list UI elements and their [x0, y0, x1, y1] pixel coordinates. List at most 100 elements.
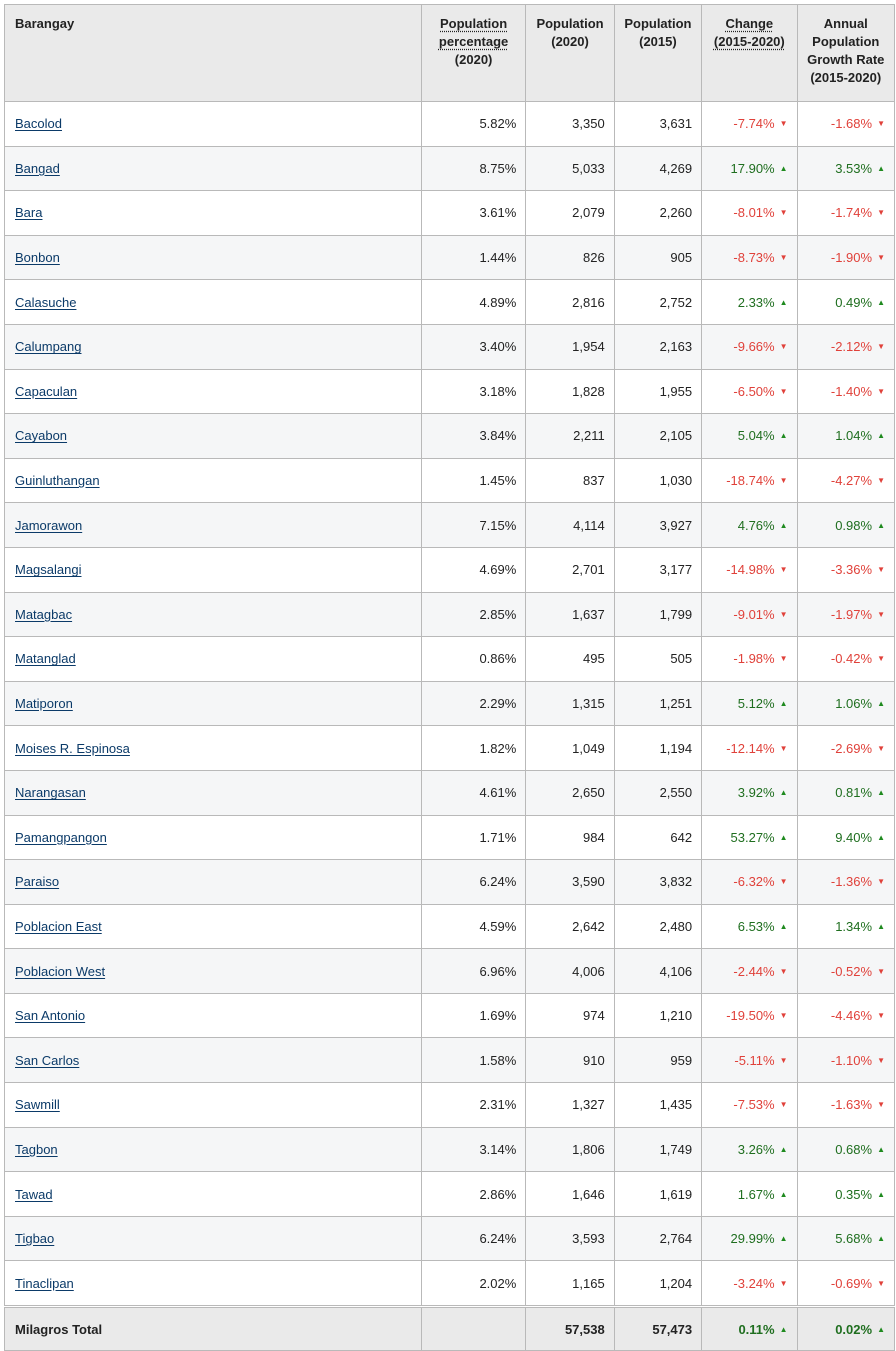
barangay-cell: Calumpang [4, 323, 422, 370]
change-cell: -8.01% ▼ [701, 190, 798, 236]
barangay-link[interactable]: Tigbao [15, 1231, 55, 1247]
growth-value: 1.06% [835, 696, 873, 712]
barangay-link[interactable]: Tagbon [15, 1141, 58, 1157]
pop2015-cell: 505 [613, 636, 703, 682]
change-value: 3.92% [737, 785, 775, 801]
barangay-link[interactable]: Guinluthangan [15, 473, 100, 489]
total-pop2020: 57,538 [525, 1305, 615, 1351]
barangay-link[interactable]: Tawad [15, 1186, 53, 1202]
growth-value: 1.34% [835, 918, 873, 934]
up-arrow-icon: ▲ [877, 431, 885, 441]
change-value: -6.50% [733, 383, 775, 399]
barangay-link[interactable]: Calumpang [15, 339, 82, 355]
growth-value: -1.68% [830, 116, 873, 132]
barangay-link[interactable]: San Antonio [15, 1008, 86, 1024]
header-change[interactable]: Change (2015-2020) [701, 4, 798, 102]
pop2015-cell: 2,105 [613, 413, 703, 459]
growth-value: 0.49% [835, 294, 873, 310]
down-arrow-icon: ▼ [877, 1011, 885, 1021]
change-value: 53.27% [730, 829, 775, 845]
barangay-link[interactable]: Matagbac [15, 606, 73, 622]
barangay-link[interactable]: Capaculan [15, 383, 78, 399]
down-arrow-icon: ▼ [779, 386, 788, 396]
up-arrow-icon: ▲ [779, 1234, 788, 1244]
change-cell: -6.50% ▼ [701, 368, 798, 415]
change-value: 1.67% [737, 1186, 775, 1202]
pct-cell: 1.71% [420, 814, 527, 861]
header-change-line-1: Change [725, 16, 774, 31]
barangay-link[interactable]: Calasuche [15, 294, 77, 310]
header-pop2020-line-1: Population [536, 16, 604, 31]
pop2015-cell: 2,550 [613, 769, 703, 816]
up-arrow-icon: ▲ [877, 788, 885, 798]
barangay-link[interactable]: Moises R. Espinosa [15, 740, 130, 756]
header-annual-growth-rate: Annual Population Growth Rate (2015-2020… [796, 4, 896, 102]
change-cell: -7.74% ▼ [701, 101, 798, 147]
pop2015-cell: 1,204 [613, 1260, 703, 1308]
population-table: Barangay Population percentage (2020) Po… [4, 4, 896, 1351]
barangay-link[interactable]: Narangasan [15, 785, 86, 801]
down-arrow-icon: ▼ [779, 119, 788, 129]
change-value: -2.44% [733, 963, 775, 979]
growth-value: -0.69% [830, 1275, 873, 1291]
barangay-link[interactable]: Poblacion East [15, 918, 102, 934]
change-cell: 1.67% ▲ [701, 1171, 798, 1217]
table-row: Poblacion East 4.59% 2,642 2,480 6.53% ▲ 1.34%… [4, 903, 896, 950]
total-pop2015: 57,473 [613, 1305, 703, 1351]
change-cell: 3.26% ▲ [701, 1126, 798, 1173]
up-arrow-icon: ▲ [779, 1324, 788, 1334]
pct-cell: 3.14% [420, 1126, 527, 1173]
pct-cell: 6.96% [420, 948, 527, 994]
barangay-link[interactable]: Matanglad [15, 651, 76, 667]
growth-cell: 3.53% ▲ [796, 145, 896, 192]
change-value: 3.26% [737, 1141, 775, 1157]
up-arrow-icon: ▲ [779, 431, 788, 441]
pct-cell: 4.61% [420, 769, 527, 816]
barangay-link[interactable]: San Carlos [15, 1052, 80, 1068]
barangay-link[interactable]: Jamorawon [15, 517, 83, 533]
header-population-percentage[interactable]: Population percentage (2020) [420, 4, 527, 102]
barangay-link[interactable]: Cayabon [15, 428, 68, 444]
barangay-link[interactable]: Bonbon [15, 250, 60, 266]
barangay-link[interactable]: Matiporon [15, 696, 73, 712]
pct-cell: 3.84% [420, 413, 527, 459]
growth-value: -2.12% [830, 339, 873, 355]
pop2020-cell: 495 [525, 636, 615, 682]
barangay-link[interactable]: Bacolod [15, 116, 62, 132]
barangay-cell: Matagbac [4, 591, 422, 638]
growth-value: 0.35% [835, 1186, 873, 1202]
up-arrow-icon: ▲ [779, 1144, 788, 1154]
barangay-link[interactable]: Bara [15, 205, 43, 221]
pop2015-cell: 1,955 [613, 368, 703, 415]
total-growth: 0.02% ▲ [796, 1305, 896, 1351]
pop2015-cell: 3,177 [613, 546, 703, 593]
barangay-link[interactable]: Tinaclipan [15, 1275, 74, 1291]
change-cell: -9.66% ▼ [701, 323, 798, 370]
pct-cell: 4.89% [420, 279, 527, 325]
pop2015-cell: 1,194 [613, 725, 703, 771]
pop2015-cell: 4,106 [613, 948, 703, 994]
pct-cell: 1.69% [420, 992, 527, 1039]
table-row: Narangasan 4.61% 2,650 2,550 3.92% ▲ 0.81% ▲ [4, 769, 896, 816]
pct-cell: 5.82% [420, 101, 527, 147]
barangay-link[interactable]: Paraiso [15, 874, 60, 890]
pop2015-cell: 959 [613, 1037, 703, 1084]
pct-cell: 3.18% [420, 368, 527, 415]
change-value: -18.74% [726, 473, 775, 489]
table-row: Guinluthangan 1.45% 837 1,030 -18.74% ▼ -4.27%… [4, 457, 896, 504]
pop2015-cell: 2,260 [613, 190, 703, 236]
barangay-link[interactable]: Bangad [15, 160, 60, 176]
header-pop2020-line-2: (2020) [551, 34, 589, 49]
up-arrow-icon: ▲ [779, 520, 788, 530]
barangay-link[interactable]: Magsalangi [15, 562, 82, 578]
table-row: Tigbao 6.24% 3,593 2,764 29.99% ▲ 5.68% ▲ [4, 1215, 896, 1262]
table-row: Tinaclipan 2.02% 1,165 1,204 -3.24% ▼ -0.69% ▼ [4, 1260, 896, 1308]
pop2020-cell: 1,165 [525, 1260, 615, 1308]
down-arrow-icon: ▼ [779, 565, 788, 575]
barangay-link[interactable]: Poblacion West [15, 963, 106, 979]
up-arrow-icon: ▲ [877, 1144, 885, 1154]
table-row: Matiporon 2.29% 1,315 1,251 5.12% ▲ 1.06% ▲ [4, 680, 896, 727]
barangay-link[interactable]: Pamangpangon [15, 829, 107, 845]
growth-cell: 0.81% ▲ [796, 769, 896, 816]
barangay-link[interactable]: Sawmill [15, 1097, 60, 1113]
